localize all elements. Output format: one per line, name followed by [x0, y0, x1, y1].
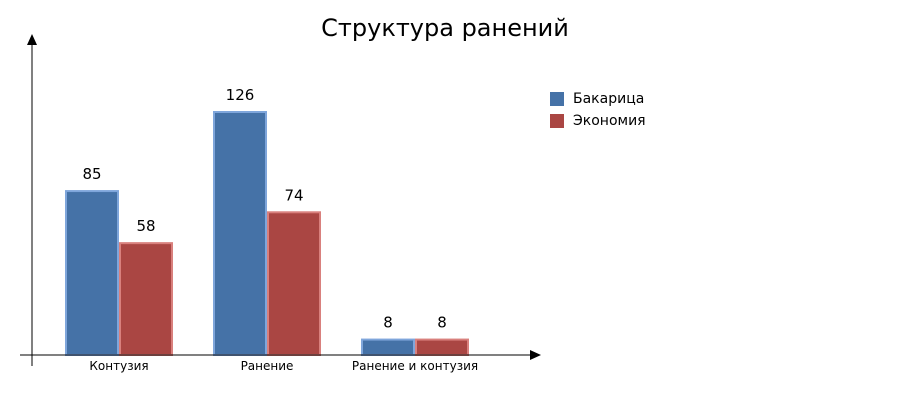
data-label-series-1-cat-3: 8 — [383, 314, 393, 332]
bar-series-1-cat-1 — [65, 190, 119, 356]
bar-series-1-cat-3 — [361, 338, 415, 357]
data-label-series-2-cat-2: 74 — [284, 186, 303, 204]
legend: Бакарица Экономия — [550, 88, 646, 132]
legend-item-series-1: Бакарица — [550, 88, 646, 110]
x-tick-label-2: Ранение — [241, 359, 294, 373]
legend-label-series-1: Бакарица — [573, 91, 645, 107]
data-label-series-2-cat-1: 58 — [136, 217, 155, 235]
bars-group — [65, 111, 469, 357]
data-label-series-1-cat-2: 126 — [226, 86, 255, 104]
x-tick-labels-group: Контузия Ранение Ранение и контузия — [89, 359, 478, 373]
data-labels-group: 85 58 126 74 8 8 — [82, 86, 446, 332]
legend-swatch-series-2 — [550, 114, 564, 128]
x-tick-label-1: Контузия — [89, 359, 148, 373]
legend-label-series-2: Экономия — [573, 113, 646, 129]
y-axis-arrow — [27, 34, 37, 45]
x-axis-arrow — [530, 350, 541, 360]
chart-title: Структура ранений — [321, 14, 569, 42]
bar-series-2-cat-1 — [119, 242, 173, 356]
data-label-series-1-cat-1: 85 — [82, 165, 101, 183]
bar-series-2-cat-2 — [267, 211, 321, 356]
data-label-series-2-cat-3: 8 — [437, 314, 447, 332]
bar-series-1-cat-2 — [213, 111, 267, 356]
legend-swatch-series-1 — [550, 92, 564, 106]
x-tick-label-3: Ранение и контузия — [352, 359, 478, 373]
legend-item-series-2: Экономия — [550, 110, 646, 132]
bar-series-2-cat-3 — [415, 338, 469, 357]
